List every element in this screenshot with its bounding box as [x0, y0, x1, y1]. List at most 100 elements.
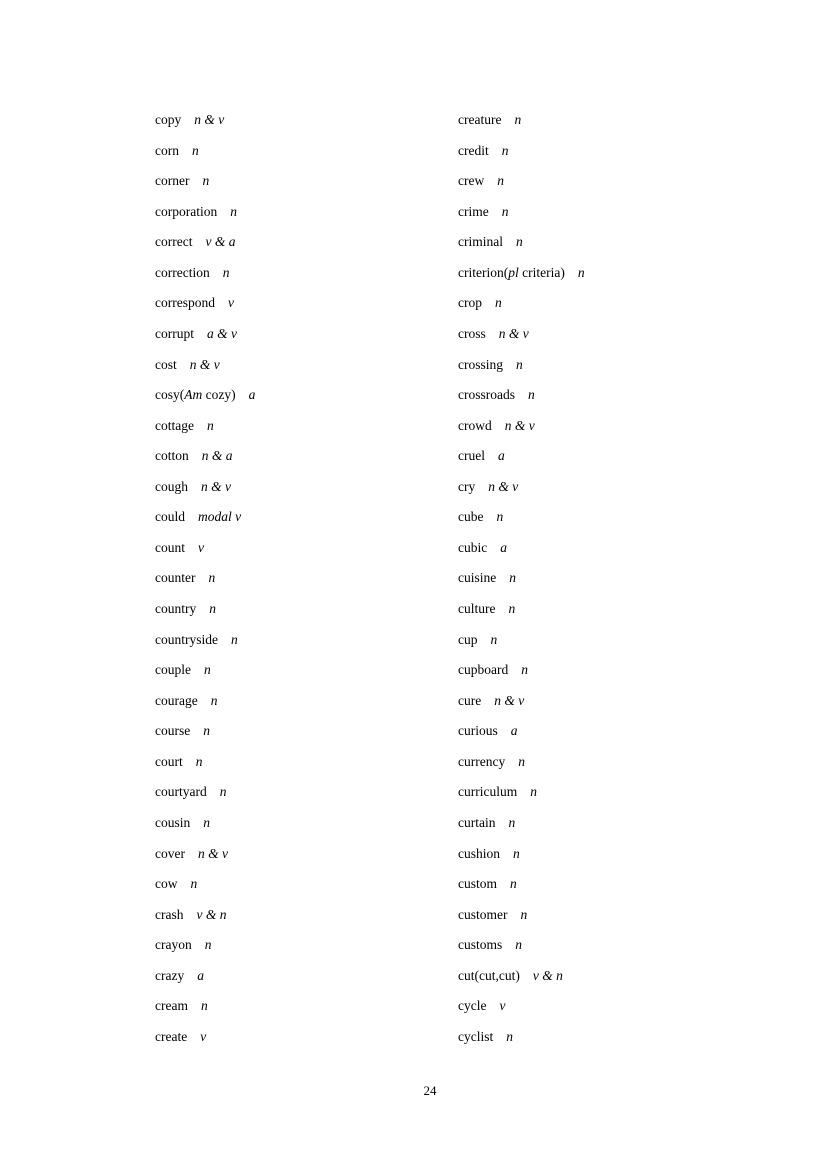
vocabulary-entry: course n — [155, 723, 255, 754]
entry-word: cyclist — [458, 1028, 494, 1044]
vocabulary-entry: cotton n & a — [155, 448, 255, 479]
part-of-speech: n — [202, 173, 210, 189]
entry-word: correct — [155, 234, 193, 250]
vocabulary-entry: corrupt a & v — [155, 326, 255, 357]
part-of-speech: n & a — [201, 448, 233, 464]
part-of-speech: n — [515, 234, 523, 250]
vocabulary-entry: criterion(pl criteria) n — [458, 265, 585, 296]
vocabulary-entry: could modal v — [155, 509, 255, 540]
entry-word: cow — [155, 876, 178, 892]
vocabulary-entry: customs n — [458, 937, 585, 968]
entry-word: cotton — [155, 448, 189, 464]
vocabulary-entry: cousin n — [155, 815, 255, 846]
entry-word: curious — [458, 723, 498, 739]
vocabulary-entry: crash v & n — [155, 907, 255, 938]
part-of-speech: a — [500, 539, 507, 555]
part-of-speech: n — [204, 937, 212, 953]
entry-word: corn — [155, 142, 179, 158]
part-of-speech: n & v — [197, 845, 228, 861]
part-of-speech: n — [203, 723, 210, 739]
part-of-speech: a — [197, 967, 204, 983]
vocabulary-entry: courage n — [155, 693, 255, 724]
entry-word: country — [155, 601, 197, 616]
part-of-speech: n — [204, 662, 211, 678]
vocabulary-entry: creature n — [458, 112, 585, 143]
entry-word: cover — [155, 845, 185, 861]
entry-word: cubic — [458, 539, 488, 555]
entry-word: crop — [458, 295, 482, 311]
vocabulary-entry: correction n — [155, 265, 255, 296]
entry-word: cousin — [155, 814, 191, 830]
entry-word: countryside — [155, 631, 218, 647]
entry-word: crossing — [458, 356, 503, 372]
vocabulary-entry: crowd n & v — [458, 418, 585, 449]
vocabulary-entry: credit n — [458, 143, 585, 174]
part-of-speech: n & v — [194, 112, 225, 127]
vocabulary-entry: crew n — [458, 173, 585, 204]
part-of-speech: modal v — [198, 509, 242, 525]
part-of-speech: n — [501, 203, 509, 219]
entry-word: courage — [155, 692, 198, 708]
vocabulary-entry: cuisine n — [458, 570, 585, 601]
part-of-speech: a & v — [206, 325, 237, 341]
entry-word: crayon — [155, 937, 192, 953]
vocabulary-entry: crazy a — [155, 968, 255, 999]
vocabulary-entry: crime n — [458, 204, 585, 235]
entry-word: culture — [458, 601, 496, 616]
part-of-speech: a — [248, 387, 256, 403]
vocabulary-entry: curriculum n — [458, 784, 585, 815]
part-of-speech: n — [231, 631, 238, 647]
entry-word-after: cozy) — [202, 387, 236, 403]
vocabulary-entry: country n — [155, 601, 255, 632]
entry-word: cottage — [155, 417, 194, 433]
part-of-speech: n — [509, 570, 516, 586]
vocabulary-entry: cruel a — [458, 448, 585, 479]
entry-word: crime — [458, 203, 489, 219]
entry-word-after: criteria) — [518, 264, 565, 280]
vocabulary-entry: cow n — [155, 876, 255, 907]
vocabulary-entry: criminal n — [458, 234, 585, 265]
vocabulary-entry: cottage n — [155, 418, 255, 449]
left-word-column: copy n & v corn n corner n corporation n correct… — [155, 112, 255, 1059]
part-of-speech: a — [510, 723, 518, 739]
entry-word: currency — [458, 753, 506, 769]
entry-word: customs — [458, 937, 503, 953]
vocabulary-entry: cup n — [458, 632, 585, 663]
vocabulary-entry: copy n & v — [155, 112, 255, 143]
vocabulary-entry: cubic a — [458, 540, 585, 571]
entry-word: cry — [458, 478, 476, 494]
vocabulary-entry: cure n & v — [458, 693, 585, 724]
entry-word: cup — [458, 631, 478, 647]
part-of-speech: n & v — [498, 325, 529, 341]
entry-word: couple — [155, 662, 191, 678]
entry-word: custom — [458, 876, 497, 892]
vocabulary-entry: counter n — [155, 570, 255, 601]
vocabulary-entry: countryside n — [155, 632, 255, 663]
part-of-speech: n — [518, 753, 525, 769]
vocabulary-entry: cushion n — [458, 846, 585, 877]
part-of-speech: n — [528, 387, 535, 403]
part-of-speech: n & v — [189, 356, 220, 372]
part-of-speech: n — [209, 601, 216, 616]
entry-word: curriculum — [458, 784, 518, 800]
entry-word: curtain — [458, 814, 496, 830]
vocabulary-entry: courtyard n — [155, 784, 255, 815]
vocabulary-entry: cube n — [458, 509, 585, 540]
entry-word: crew — [458, 173, 485, 189]
part-of-speech: v & a — [205, 234, 236, 250]
entry-word: corporation — [155, 203, 218, 219]
part-of-speech: a — [497, 448, 505, 464]
part-of-speech: n — [496, 509, 504, 525]
vocabulary-entry: curtain n — [458, 815, 585, 846]
part-of-speech: n — [497, 173, 504, 189]
vocabulary-entry: cry n & v — [458, 479, 585, 510]
part-of-speech: n — [530, 784, 537, 800]
vocabulary-entry: currency n — [458, 754, 585, 785]
part-of-speech: n — [219, 784, 227, 800]
vocabulary-entry: curious a — [458, 723, 585, 754]
entry-word: crazy — [155, 967, 185, 983]
vocabulary-entry: create v — [155, 1029, 255, 1060]
vocabulary-entry: cross n & v — [458, 326, 585, 357]
entry-word: customer — [458, 906, 508, 922]
entry-word: counter — [155, 570, 196, 586]
